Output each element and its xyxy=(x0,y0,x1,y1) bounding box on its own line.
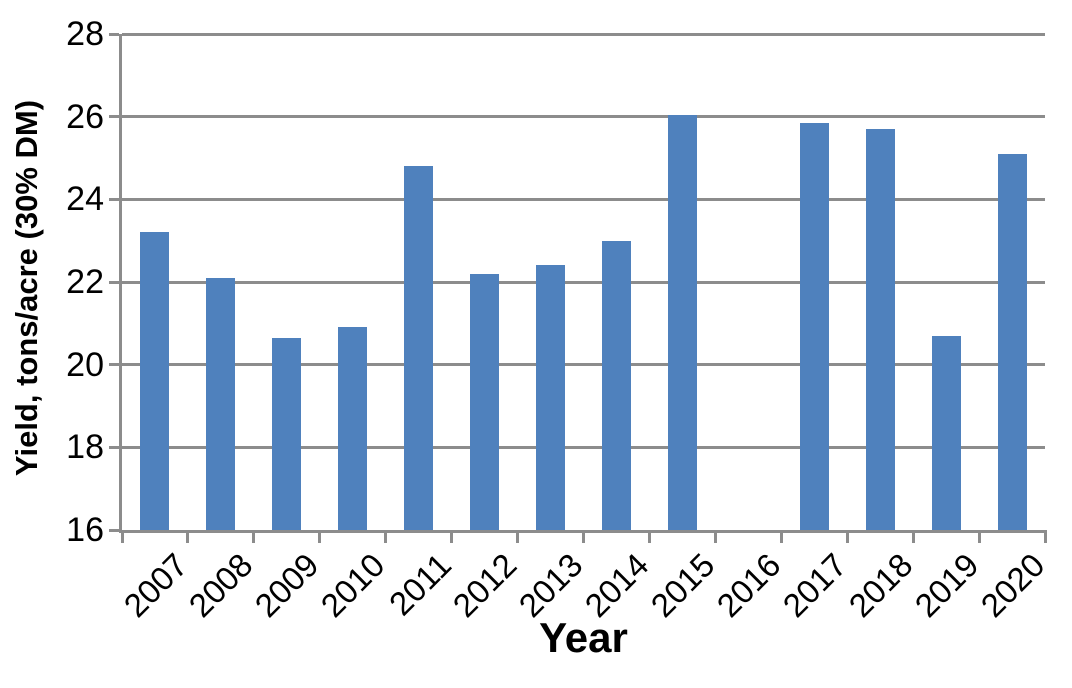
bar-2010 xyxy=(338,327,368,530)
y-tick-mark xyxy=(109,115,119,119)
bar-2019 xyxy=(931,335,961,530)
x-tick-mark xyxy=(1043,530,1047,543)
x-tick-mark xyxy=(779,530,783,543)
bar-2012 xyxy=(470,273,500,530)
x-tick-mark xyxy=(186,530,190,543)
x-tick-label: 2012 xyxy=(445,546,524,625)
x-tick-label: 2014 xyxy=(577,546,656,625)
bar-2015 xyxy=(667,114,697,530)
gridline-20 xyxy=(122,363,1045,367)
x-tick-mark xyxy=(713,530,717,543)
bar-2007 xyxy=(140,232,170,530)
x-tick-mark xyxy=(318,530,322,543)
bar-2013 xyxy=(536,265,566,530)
gridline-28 xyxy=(122,32,1045,36)
x-tick-label: 2009 xyxy=(247,546,326,625)
bar-2008 xyxy=(206,277,236,530)
x-tick-label: 2019 xyxy=(907,546,986,625)
x-tick-mark xyxy=(845,530,849,543)
x-tick-label: 2008 xyxy=(181,546,261,625)
bar-2011 xyxy=(404,166,434,530)
x-tick-mark xyxy=(647,530,651,543)
x-tick-label: 2015 xyxy=(643,546,722,625)
y-tick-mark xyxy=(109,197,119,201)
x-tick-label: 2016 xyxy=(709,546,788,625)
bar-2017 xyxy=(799,122,829,530)
bar-2014 xyxy=(601,240,631,530)
x-tick-label: 2011 xyxy=(381,546,458,623)
y-tick-mark xyxy=(109,445,119,449)
x-tick-mark xyxy=(911,530,915,543)
x-tick-mark xyxy=(582,530,585,543)
x-tick-mark xyxy=(450,530,454,543)
bar-2018 xyxy=(865,129,895,530)
x-tick-label: 2007 xyxy=(116,546,195,625)
x-tick-label: 2010 xyxy=(313,546,392,625)
y-tick-label: 22 xyxy=(66,263,104,301)
bar-2009 xyxy=(272,337,302,530)
x-tick-mark xyxy=(120,530,124,543)
bar-2020 xyxy=(997,153,1027,530)
x-tick-label: 2017 xyxy=(775,546,854,625)
y-tick-label: 24 xyxy=(66,180,104,219)
x-tick-label: 2020 xyxy=(973,546,1052,625)
gridline-26 xyxy=(122,115,1045,119)
x-axis-title: Year xyxy=(539,614,628,661)
y-tick-label: 16 xyxy=(66,511,104,549)
y-tick-label: 20 xyxy=(66,345,104,384)
y-tick-label: 26 xyxy=(66,97,104,136)
x-tick-label: 2018 xyxy=(841,546,920,625)
y-axis-line xyxy=(119,34,122,533)
y-tick-mark xyxy=(109,32,119,36)
x-tick-mark xyxy=(516,530,520,543)
x-tick-label: 2013 xyxy=(511,546,590,625)
gridline-18 xyxy=(122,445,1045,449)
y-tick-label: 18 xyxy=(66,428,104,467)
y-tick-mark xyxy=(109,363,119,367)
x-tick-mark xyxy=(977,530,981,543)
plot-area xyxy=(122,32,1045,530)
gridline-22 xyxy=(122,280,1045,284)
y-tick-label: 28 xyxy=(66,15,104,53)
y-tick-mark xyxy=(109,528,119,532)
y-tick-mark xyxy=(109,280,119,284)
x-tick-mark xyxy=(384,530,388,543)
x-tick-mark xyxy=(252,530,256,543)
gridline-24 xyxy=(122,197,1045,201)
